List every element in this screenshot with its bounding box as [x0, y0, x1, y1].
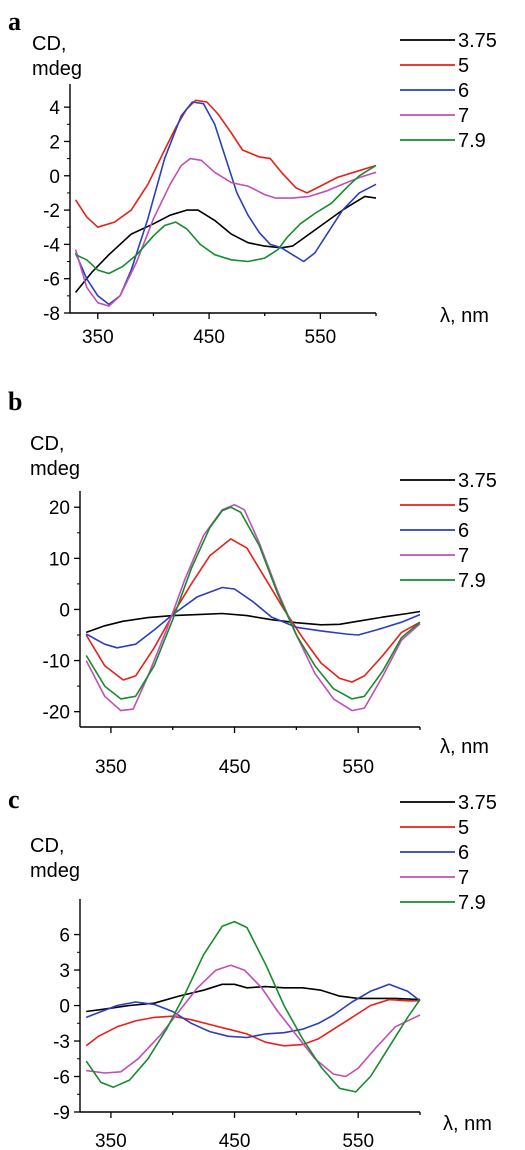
series-line-7: [85, 503, 421, 712]
series-line-6: [85, 586, 421, 649]
x-tick-label: 550: [342, 1131, 374, 1150]
y-tick-label: 4: [49, 98, 60, 119]
y-tick-label: -8: [43, 304, 60, 325]
y-tick-label: 0: [49, 167, 60, 188]
series-line-6: [85, 983, 421, 1039]
y-tick-label: -6: [43, 270, 60, 291]
y-tick-label: -9: [53, 1103, 70, 1124]
x-tick-label: 450: [219, 757, 251, 778]
y-tick-label: 10: [49, 549, 70, 570]
y-tick-label: 20: [49, 498, 70, 519]
legend-label: 5: [458, 55, 469, 77]
legend-label: 3.75: [458, 792, 497, 814]
legend-label: 7.9: [458, 130, 486, 152]
legend-label: 5: [458, 817, 469, 839]
series-line-7: [86, 964, 421, 1078]
y-tick-label: -2: [43, 201, 60, 222]
y-axis-title: CD,: [32, 33, 66, 55]
y-axis-title: mdeg: [30, 458, 80, 480]
x-axis-title: λ, nm: [443, 1113, 492, 1135]
x-tick-label: 350: [95, 1131, 127, 1150]
series-line-5: [74, 99, 377, 228]
series-line-7.9: [85, 920, 421, 1093]
legend-label: 7.9: [458, 570, 486, 592]
y-tick-label: 6: [59, 926, 70, 947]
panel-letter: c: [8, 785, 20, 814]
y-axis-title: mdeg: [32, 58, 82, 80]
y-axis-title: mdeg: [30, 860, 80, 882]
x-tick-label: 350: [95, 757, 127, 778]
series-line-5: [85, 538, 421, 683]
series-line-5: [85, 998, 420, 1047]
y-tick-label: 0: [59, 600, 70, 621]
legend-label: 7: [458, 105, 469, 127]
series-line-7.9: [85, 506, 421, 700]
y-tick-label: -20: [43, 703, 70, 724]
legend-label: 6: [458, 520, 469, 542]
x-tick-label: 350: [82, 327, 114, 348]
panel-letter: b: [8, 387, 22, 416]
legend-label: 7: [458, 545, 469, 567]
chart-panel-a: a CD, mdeg -8 -6 -4 -2 0 2 4 350 450 550 λ, nm 3.75 5 6 7…: [8, 7, 497, 348]
series-line-7.9: [75, 164, 377, 275]
series-line-3.75: [74, 195, 377, 293]
legend-label: 3.75: [458, 470, 497, 492]
legend-label: 5: [458, 495, 469, 517]
series-line-3.75: [86, 983, 421, 1013]
y-tick-label: -6: [53, 1068, 70, 1089]
x-tick-label: 550: [305, 327, 337, 348]
x-tick-label: 450: [193, 327, 225, 348]
y-axis-title: CD,: [30, 433, 64, 455]
chart-panel-b: b CD, mdeg -20 -10 0 10 20 350 450 550 λ, nm 3.75 5 6 7…: [8, 387, 497, 778]
legend-label: 6: [458, 842, 469, 864]
legend-label: 6: [458, 80, 469, 102]
y-tick-label: 3: [59, 961, 70, 982]
x-axis-title: λ, nm: [440, 305, 489, 327]
y-tick-label: -3: [53, 1032, 70, 1053]
panel-letter: a: [8, 7, 21, 36]
chart-panel-c: c CD, mdeg -9 -6 -3 0 3 6 350 450 550 λ, nm 3.75 5 6 7 7.…: [8, 785, 497, 1150]
x-tick-label: 450: [219, 1131, 251, 1150]
legend-label: 7: [458, 867, 469, 889]
legend-label: 3.75: [458, 30, 497, 52]
y-tick-label: 0: [59, 997, 70, 1018]
y-tick-label: 2: [49, 132, 60, 153]
series-line-7: [74, 157, 377, 307]
y-tick-label: -10: [43, 652, 70, 673]
y-tick-label: -4: [43, 235, 60, 256]
x-axis-title: λ, nm: [440, 736, 489, 758]
series-line-3.75: [85, 610, 421, 634]
x-tick-label: 550: [342, 757, 374, 778]
y-axis-title: CD,: [30, 835, 64, 857]
legend-label: 7.9: [458, 892, 486, 914]
